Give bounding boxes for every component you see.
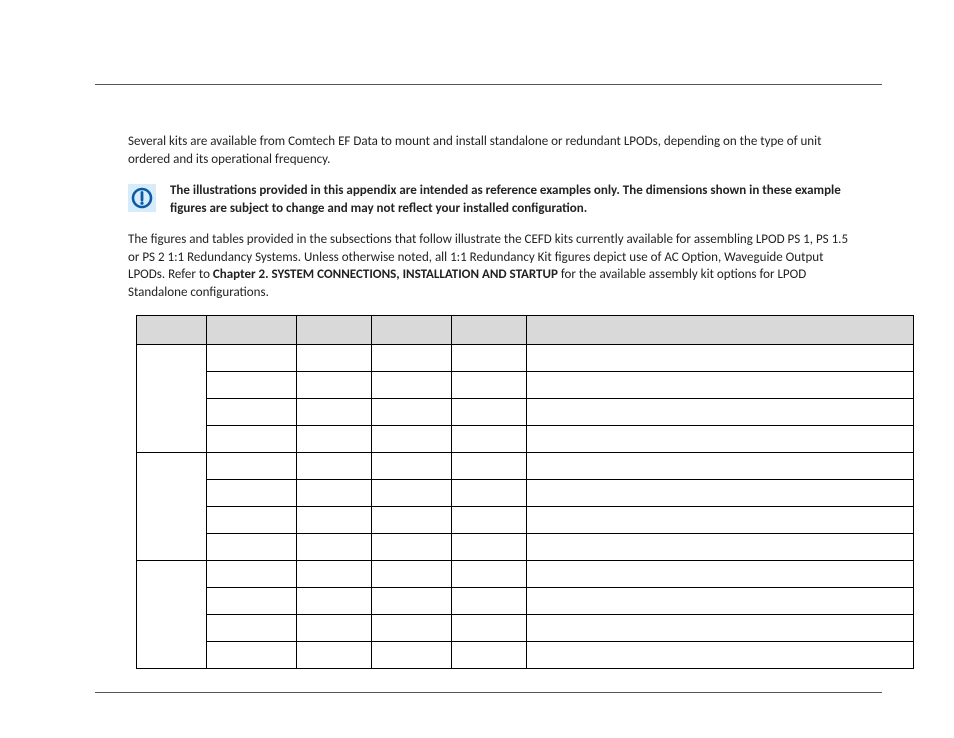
table-row (137, 507, 914, 534)
table-cell (297, 453, 372, 480)
table-cell (207, 615, 297, 642)
table-cell (372, 426, 452, 453)
rule-top (95, 84, 882, 85)
table-row (137, 399, 914, 426)
table-cell (452, 480, 527, 507)
table-header-cell (297, 316, 372, 345)
table-header-cell (527, 316, 914, 345)
table-cell (452, 426, 527, 453)
table-cell (207, 372, 297, 399)
table-cell (372, 480, 452, 507)
table-row (137, 345, 914, 372)
table-cell (452, 345, 527, 372)
table-cell (207, 426, 297, 453)
table-cell (527, 615, 914, 642)
table-cell (452, 588, 527, 615)
table-cell (297, 345, 372, 372)
table-cell (527, 534, 914, 561)
table-cell (527, 399, 914, 426)
table-cell (527, 453, 914, 480)
table-cell (207, 561, 297, 588)
table-cell (207, 534, 297, 561)
table-row (137, 615, 914, 642)
table-cell (207, 480, 297, 507)
table-header-cell (372, 316, 452, 345)
table-cell (207, 453, 297, 480)
table-header-row (137, 316, 914, 345)
table-cell (372, 372, 452, 399)
table-row (137, 453, 914, 480)
table-cell (207, 399, 297, 426)
table-row (137, 480, 914, 507)
page-content: Several kits are available from Comtech … (128, 120, 859, 669)
table-cell (452, 507, 527, 534)
table-cell (207, 642, 297, 669)
table-cell (207, 507, 297, 534)
table-cell (297, 615, 372, 642)
table-cell (372, 615, 452, 642)
table-cell (372, 534, 452, 561)
rule-bottom (95, 692, 882, 693)
note-text: The illustrations provided in this appen… (170, 182, 859, 217)
table-row (137, 372, 914, 399)
table-cell (297, 426, 372, 453)
table-cell (372, 642, 452, 669)
table-cell (372, 507, 452, 534)
table-cell (207, 588, 297, 615)
table-cell (527, 507, 914, 534)
table-cell (372, 561, 452, 588)
table-cell (527, 426, 914, 453)
table-cell (527, 480, 914, 507)
table-cell (297, 372, 372, 399)
table-cell (297, 642, 372, 669)
body-paragraph: The figures and tables provided in the s… (128, 231, 859, 301)
table-cell (452, 372, 527, 399)
table-row (137, 561, 914, 588)
table-row (137, 588, 914, 615)
table-cell (137, 561, 207, 669)
table-cell (207, 345, 297, 372)
table-header-cell (452, 316, 527, 345)
table-cell (372, 453, 452, 480)
kits-table (136, 315, 914, 669)
table-cell (372, 399, 452, 426)
table-cell (452, 399, 527, 426)
table-header-cell (207, 316, 297, 345)
table-row (137, 534, 914, 561)
table-row (137, 426, 914, 453)
table-cell (137, 453, 207, 561)
table-cell (297, 480, 372, 507)
info-icon (128, 184, 156, 212)
body-bold: Chapter 2. SYSTEM CONNECTIONS, INSTALLAT… (213, 267, 558, 282)
table-cell (452, 561, 527, 588)
table-cell (527, 642, 914, 669)
table-cell (297, 534, 372, 561)
note-callout: The illustrations provided in this appen… (128, 182, 859, 217)
table-cell (372, 345, 452, 372)
table-cell (452, 615, 527, 642)
table-cell (527, 588, 914, 615)
table-cell (297, 561, 372, 588)
table-cell (527, 345, 914, 372)
table-cell (297, 399, 372, 426)
table-row (137, 642, 914, 669)
table-cell (297, 588, 372, 615)
table-cell (452, 642, 527, 669)
table-cell (527, 372, 914, 399)
table-header-cell (137, 316, 207, 345)
table-cell (137, 345, 207, 453)
intro-paragraph: Several kits are available from Comtech … (128, 133, 859, 168)
table-cell (297, 507, 372, 534)
table-cell (452, 534, 527, 561)
table-cell (527, 561, 914, 588)
table-cell (372, 588, 452, 615)
table-cell (452, 453, 527, 480)
